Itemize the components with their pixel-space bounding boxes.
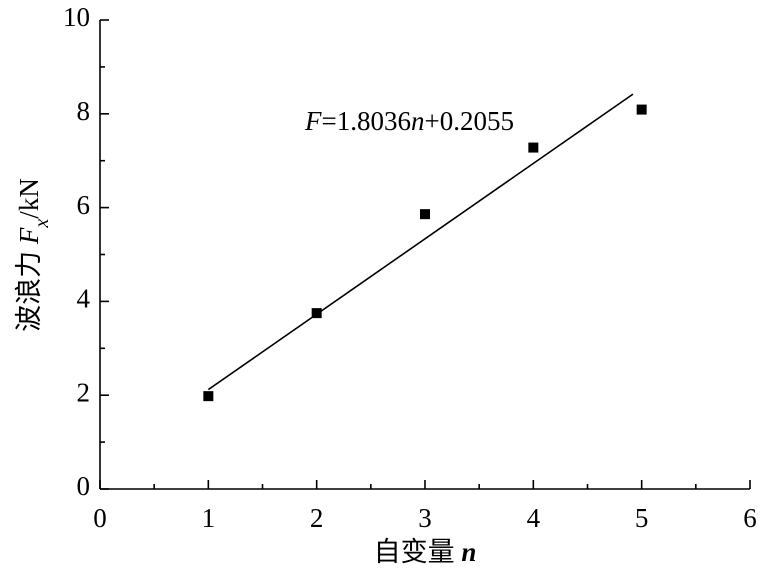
point	[528, 142, 539, 153]
point	[420, 209, 430, 220]
point	[203, 391, 214, 402]
x-tick-label: 1	[202, 503, 216, 533]
y-label-part: /kN	[14, 178, 44, 219]
equation-part: n	[411, 106, 425, 136]
x-axis-label: 自变量 n	[374, 537, 477, 567]
y-axis-label: 波浪力 Fx/kN	[14, 178, 52, 332]
y-tick-label: 0	[77, 471, 91, 501]
fit-line	[207, 93, 634, 391]
y-label-part: 波浪力	[14, 244, 44, 332]
point	[311, 308, 322, 319]
equation-part: +0.2055	[424, 106, 513, 136]
x-tick-label: 3	[418, 503, 432, 533]
y-tick-label: 10	[63, 2, 90, 32]
y-tick-label: 6	[77, 190, 91, 220]
y-tick-label: 4	[77, 284, 91, 314]
x-tick-label: 6	[743, 503, 757, 533]
x-label-part: n	[461, 537, 476, 567]
x-tick-label: 4	[527, 503, 541, 533]
x-tick-label: 2	[310, 503, 324, 533]
equation-part: F	[304, 106, 322, 136]
y-tick-label: 8	[77, 96, 91, 126]
point	[636, 104, 647, 115]
y-label-part: x	[31, 219, 53, 229]
x-label-part: 自变量	[374, 537, 462, 567]
y-label-part: F	[14, 227, 44, 245]
x-tick-label: 5	[635, 503, 649, 533]
x-tick-label: 0	[93, 503, 107, 533]
y-tick-label: 2	[77, 377, 91, 407]
equation-part: =1.8036	[322, 106, 411, 136]
fit-equation: F=1.8036n+0.2055	[304, 106, 514, 136]
